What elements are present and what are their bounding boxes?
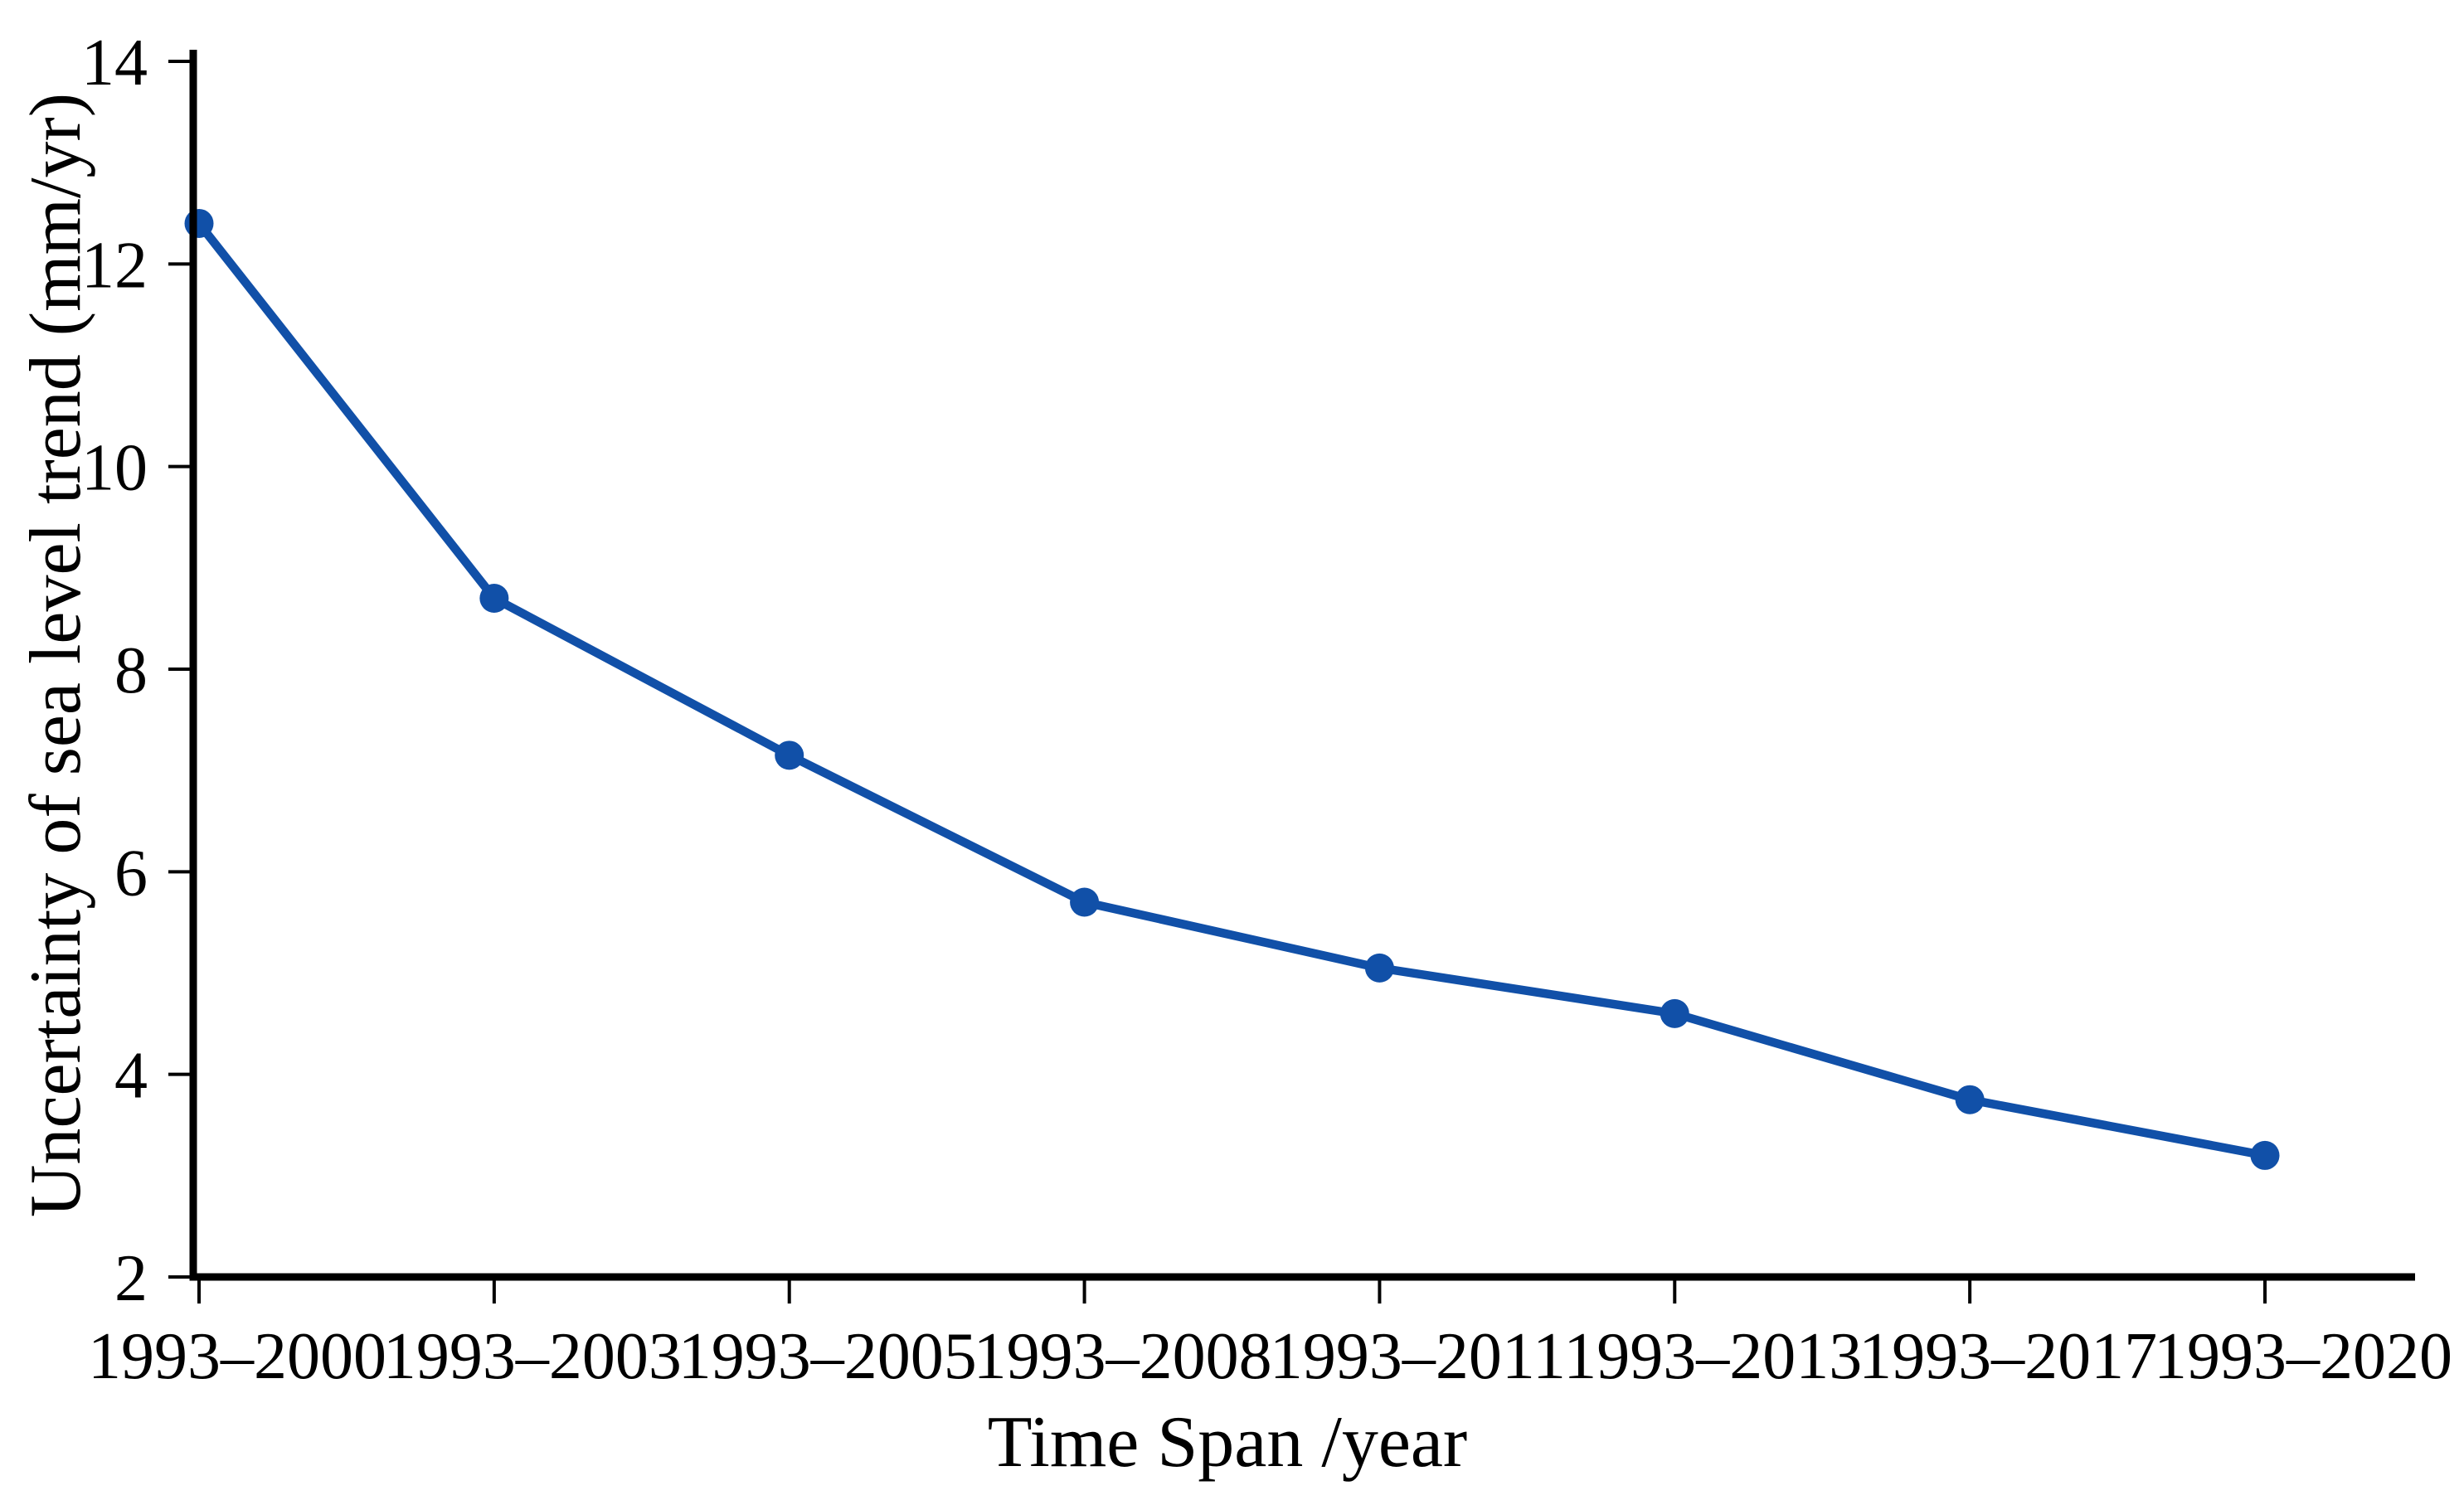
y-tick-label: 8 bbox=[114, 634, 148, 707]
x-tick-label: 1993–2003 bbox=[383, 1320, 682, 1393]
y-tick-label: 14 bbox=[81, 27, 148, 100]
x-tick-label: 1993–2020 bbox=[2154, 1320, 2452, 1393]
data-point-marker bbox=[1660, 998, 1689, 1028]
data-point-marker bbox=[1364, 953, 1394, 983]
data-point-marker bbox=[1955, 1085, 1985, 1114]
trend-line bbox=[195, 221, 2266, 1160]
x-tick-label: 1993–2017 bbox=[1859, 1320, 2157, 1393]
y-tick-label: 6 bbox=[114, 837, 148, 910]
x-tick-label: 1993–2013 bbox=[1563, 1320, 1862, 1393]
data-point-marker bbox=[2250, 1140, 2280, 1170]
data-point-marker bbox=[184, 208, 214, 238]
y-tick-label: 4 bbox=[114, 1040, 148, 1113]
x-tick-label: 1993–2005 bbox=[678, 1320, 977, 1393]
x-tick-label: 1993–2008 bbox=[974, 1320, 1272, 1393]
data-point-marker bbox=[775, 740, 804, 770]
y-tick-label: 2 bbox=[114, 1242, 148, 1315]
data-point-marker bbox=[479, 583, 509, 613]
y-axis-title: Uncertainty of sea level trend (mm/yr) bbox=[16, 93, 96, 1217]
data-point-marker bbox=[1070, 887, 1100, 917]
y-tick-label: 10 bbox=[81, 432, 148, 505]
x-tick-label: 1993–2011 bbox=[1270, 1320, 1566, 1393]
x-axis-title: Time Span /year bbox=[988, 1402, 1468, 1483]
x-tick-label: 1993–2000 bbox=[88, 1320, 386, 1393]
y-tick-label: 12 bbox=[81, 229, 148, 302]
